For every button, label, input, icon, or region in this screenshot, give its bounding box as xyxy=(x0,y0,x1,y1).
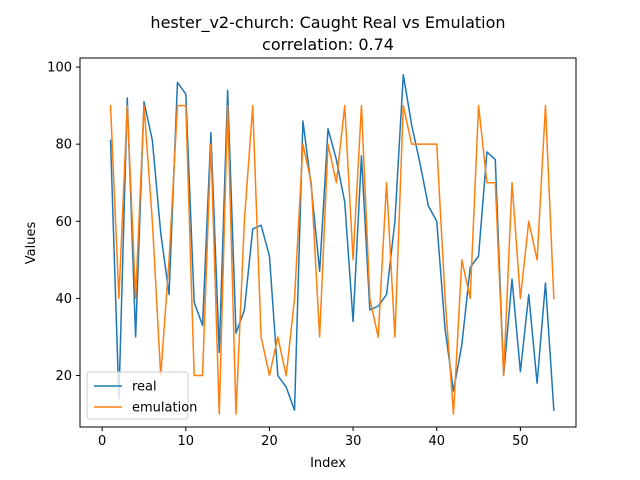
plot-area: 0 10 20 30 40 50 20 40 60 80 100 xyxy=(47,57,577,449)
chart-title: hester_v2-church: Caught Real vs Emulati… xyxy=(150,13,505,33)
series-line-emulation xyxy=(109,104,555,415)
y-tick-label: 60 xyxy=(55,215,72,230)
y-tick-label: 40 xyxy=(55,292,72,307)
legend-label-real: real xyxy=(132,380,157,395)
x-tick-label: 0 xyxy=(98,434,106,449)
legend: real emulation xyxy=(86,371,197,420)
x-tick-label: 20 xyxy=(261,434,278,449)
y-tick-label: 20 xyxy=(55,369,72,384)
x-tick-label: 50 xyxy=(512,434,529,449)
axes-frame xyxy=(79,57,577,428)
x-tick-label: 40 xyxy=(428,434,445,449)
x-tick-label: 30 xyxy=(345,434,362,449)
series-line-real xyxy=(109,74,555,412)
y-axis-label: Values xyxy=(24,222,39,265)
chart-subtitle: correlation: 0.74 xyxy=(262,35,394,54)
x-axis-label: Index xyxy=(310,456,346,471)
x-tick-label: 10 xyxy=(178,434,195,449)
y-tick-label: 100 xyxy=(47,61,72,76)
legend-label-emulation: emulation xyxy=(132,401,197,416)
y-tick-label: 80 xyxy=(55,138,72,153)
